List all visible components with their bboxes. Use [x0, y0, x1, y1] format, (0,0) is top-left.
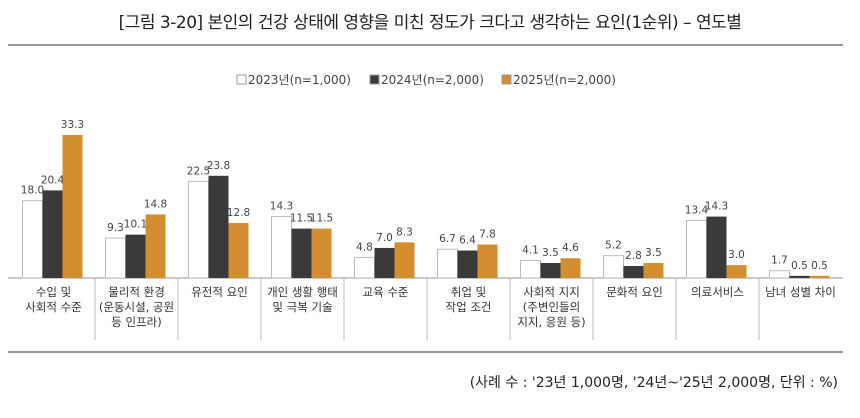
- legend-label: 2024년(n=2,000): [381, 73, 484, 87]
- data-label: 3.5: [645, 247, 662, 259]
- data-label: 9.3: [107, 222, 124, 234]
- bar: [188, 180, 209, 279]
- bottom-divider: [8, 351, 843, 353]
- data-label: 4.1: [522, 244, 539, 256]
- category-label: 유전적 요인: [191, 285, 248, 299]
- bar: [125, 234, 146, 278]
- bar: [208, 175, 229, 278]
- category-label: 및 극복 기술: [272, 300, 332, 314]
- data-label: 33.3: [61, 119, 84, 131]
- bar: [560, 258, 581, 278]
- bar: [311, 228, 332, 278]
- data-label: 3.0: [728, 249, 745, 261]
- top-divider: [8, 44, 843, 46]
- bar: [520, 259, 541, 279]
- bar: [271, 216, 292, 279]
- data-label: 18.0: [21, 185, 44, 197]
- category-label: 등 인프라): [111, 315, 161, 329]
- data-label: 1.7: [771, 255, 788, 267]
- data-label: 6.7: [439, 233, 456, 245]
- bar: [354, 256, 375, 279]
- data-label: 2.8: [625, 250, 642, 262]
- bar: [809, 275, 830, 278]
- bar: [145, 214, 166, 278]
- bar: [769, 270, 790, 279]
- bar: [228, 223, 249, 278]
- data-label: 14.8: [144, 198, 167, 210]
- data-label: 0.5: [811, 260, 828, 272]
- bar: [291, 228, 312, 278]
- legend-swatch: [236, 74, 247, 85]
- bar: [394, 242, 415, 278]
- chart-title: [그림 3-20] 본인의 건강 상태에 영향을 미친 정도가 크다고 생각하는…: [118, 13, 742, 33]
- bar: [726, 265, 747, 278]
- category-label: 취업 및: [451, 285, 486, 299]
- bar: [477, 244, 498, 278]
- bar: [62, 135, 83, 278]
- data-label: 13.4: [685, 204, 709, 216]
- bar: [643, 262, 664, 278]
- category-label: 작업 조건: [446, 300, 492, 314]
- category-label: 개인 생활 행태: [267, 285, 338, 299]
- footnote: (사례 수 : '23년 1,000명, '24년~'25년 2,000명, 단…: [469, 375, 838, 391]
- data-label: 12.8: [227, 207, 250, 219]
- bar: [105, 237, 126, 279]
- data-label: 5.2: [605, 240, 622, 252]
- legend-swatch: [501, 74, 512, 85]
- bar: [540, 262, 561, 278]
- data-label: 4.8: [356, 241, 373, 253]
- data-label: 4.6: [562, 242, 579, 254]
- bar: [22, 200, 43, 279]
- bar: [437, 248, 458, 279]
- bar: [374, 247, 395, 278]
- category-label: 문화적 요인: [606, 285, 663, 299]
- data-label: 22.5: [187, 165, 210, 177]
- data-label: 3.5: [542, 247, 559, 259]
- category-label: 사회적 수준: [25, 300, 82, 314]
- bar: [42, 190, 63, 278]
- category-label: 의료서비스: [691, 285, 744, 299]
- data-label: 11.5: [310, 213, 333, 225]
- legend-label: 2023년(n=1,000): [248, 73, 351, 87]
- data-label: 8.3: [396, 226, 413, 238]
- data-label: 10.1: [124, 219, 147, 231]
- data-label: 6.4: [459, 235, 476, 247]
- bar: [457, 250, 478, 278]
- category-label: 지지, 응원 등): [517, 315, 585, 329]
- bar: [623, 265, 644, 278]
- bar: [789, 275, 810, 278]
- bar: [686, 219, 707, 279]
- data-label: 14.3: [705, 201, 728, 213]
- legend-swatch: [369, 74, 380, 85]
- category-label: 사회적 지지: [523, 285, 580, 299]
- data-label: 7.0: [376, 232, 393, 244]
- data-label: 14.3: [270, 201, 293, 213]
- category-label: 물리적 환경: [108, 285, 165, 299]
- category-label: 수입 및: [36, 285, 71, 299]
- category-label: (주변인들의: [523, 300, 580, 314]
- data-label: 7.8: [479, 229, 496, 241]
- data-label: 11.5: [290, 213, 313, 225]
- category-label: 남녀 성별 차이: [765, 285, 836, 299]
- legend-label: 2025년(n=2,000): [513, 73, 616, 87]
- data-label: 0.5: [791, 260, 808, 272]
- bar: [706, 216, 727, 278]
- category-label: 교육 수준: [363, 285, 409, 299]
- category-label: (운동시설, 공원: [99, 300, 174, 314]
- data-label: 20.4: [41, 174, 65, 186]
- data-label: 23.8: [207, 160, 230, 172]
- bar: [603, 255, 624, 279]
